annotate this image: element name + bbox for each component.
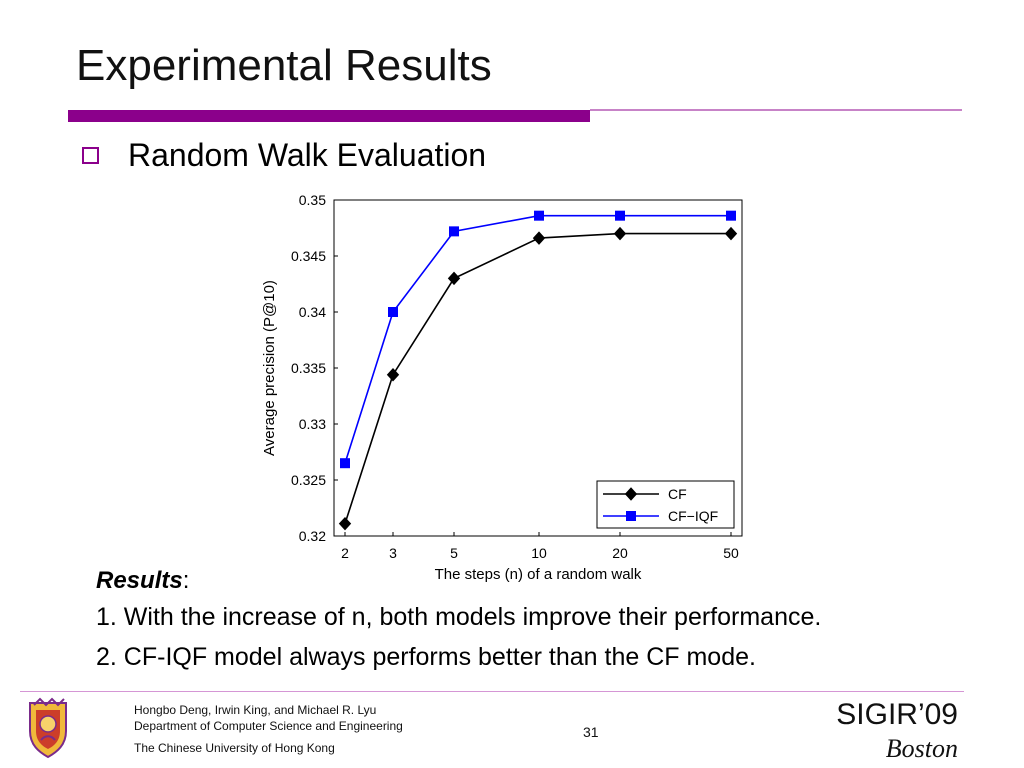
chart-series-layer [338,210,738,531]
legend-cf-iqf-label: CF−IQF [668,508,718,524]
cf-point-20 [613,226,627,241]
result-line-1: 1. With the increase of n, both models i… [96,603,822,631]
cf-iqf-point-10 [534,210,544,221]
x-tick-label-20: 20 [612,545,628,561]
x-tick-label-50: 50 [723,545,739,561]
legend-box [596,480,735,529]
results-heading: Results: [96,565,976,597]
cf-iqf-point-50 [726,210,736,221]
legend-cf-label: CF [668,486,687,502]
cf-iqf-series-line [344,214,731,464]
y-tick-label-0.335: 0.335 [291,360,326,376]
university-seal-icon [29,697,67,759]
y-tick-label-0.33: 0.33 [299,416,326,432]
bullet-text: Random Walk Evaluation [128,137,487,173]
page-number: 31 [583,724,599,740]
legend-cf-marker [624,487,638,501]
cf-series-line [344,232,731,524]
x-tick-label-3: 3 [389,545,397,561]
chart-axis-labels: 2 3 5 10 20 50 0.35 0.345 0.34 0.335 0.33 0.325 0.32… [261,192,739,583]
x-tick-label-5: 5 [450,545,458,561]
chart-svg: CF CF−IQF 2 3 5 10 20 50 0.35 0.345 0.34 0.335 0.33… [261,192,743,583]
result-line-2: 2. CF-IQF model always performs better t… [96,643,756,671]
chart-legend: CF CF−IQF [596,480,735,529]
results-heading-label: Results [96,567,183,594]
results-block: Results: 1. With the increase of n, both… [96,565,976,677]
cf-iqf-point-2 [340,458,350,469]
square-bullet-icon [82,147,99,164]
precision-line-chart: CF CF−IQF 2 3 5 10 20 50 0.35 0.345 0.34 0.335 0.33… [252,188,754,586]
cf-point-10 [532,231,546,245]
title-accent-bar [68,110,590,122]
cf-iqf-point-5 [449,226,459,237]
cf-iqf-point-3 [388,307,398,317]
results-heading-colon: : [182,567,190,594]
slide-title: Experimental Results [76,41,492,90]
cf-point-2 [338,516,352,531]
title-divider-line [590,109,962,111]
y-axis-label: Average precision (P@10) [261,280,278,456]
cf-iqf-point-20 [615,210,625,221]
x-tick-label-2: 2 [341,545,349,561]
conference-name: SIGIR’09 [836,698,958,731]
cf-point-3 [386,367,400,382]
cf-point-50 [724,226,738,241]
footer-university: The Chinese University of Hong Kong [134,741,335,755]
plot-area-frame [333,199,743,537]
y-tick-label-0.325: 0.325 [291,472,326,488]
conference-city: Boston [885,734,958,763]
cf-point-5 [447,271,461,286]
footer-divider-line [20,691,964,692]
y-tick-label-0.32: 0.32 [299,528,326,544]
x-tick-label-10: 10 [531,545,547,561]
footer-authors: Hongbo Deng, Irwin King, and Michael R. … [134,703,377,717]
y-tick-label-0.35: 0.35 [299,192,326,208]
chart-axes [333,199,743,537]
y-tick-label-0.345: 0.345 [291,248,326,264]
y-tick-label-0.34: 0.34 [299,304,326,320]
footer-department: Department of Computer Science and Engin… [134,719,403,733]
x-axis-label: The steps (n) of a random walk [435,566,642,583]
legend-cf-iqf-marker [626,511,636,521]
